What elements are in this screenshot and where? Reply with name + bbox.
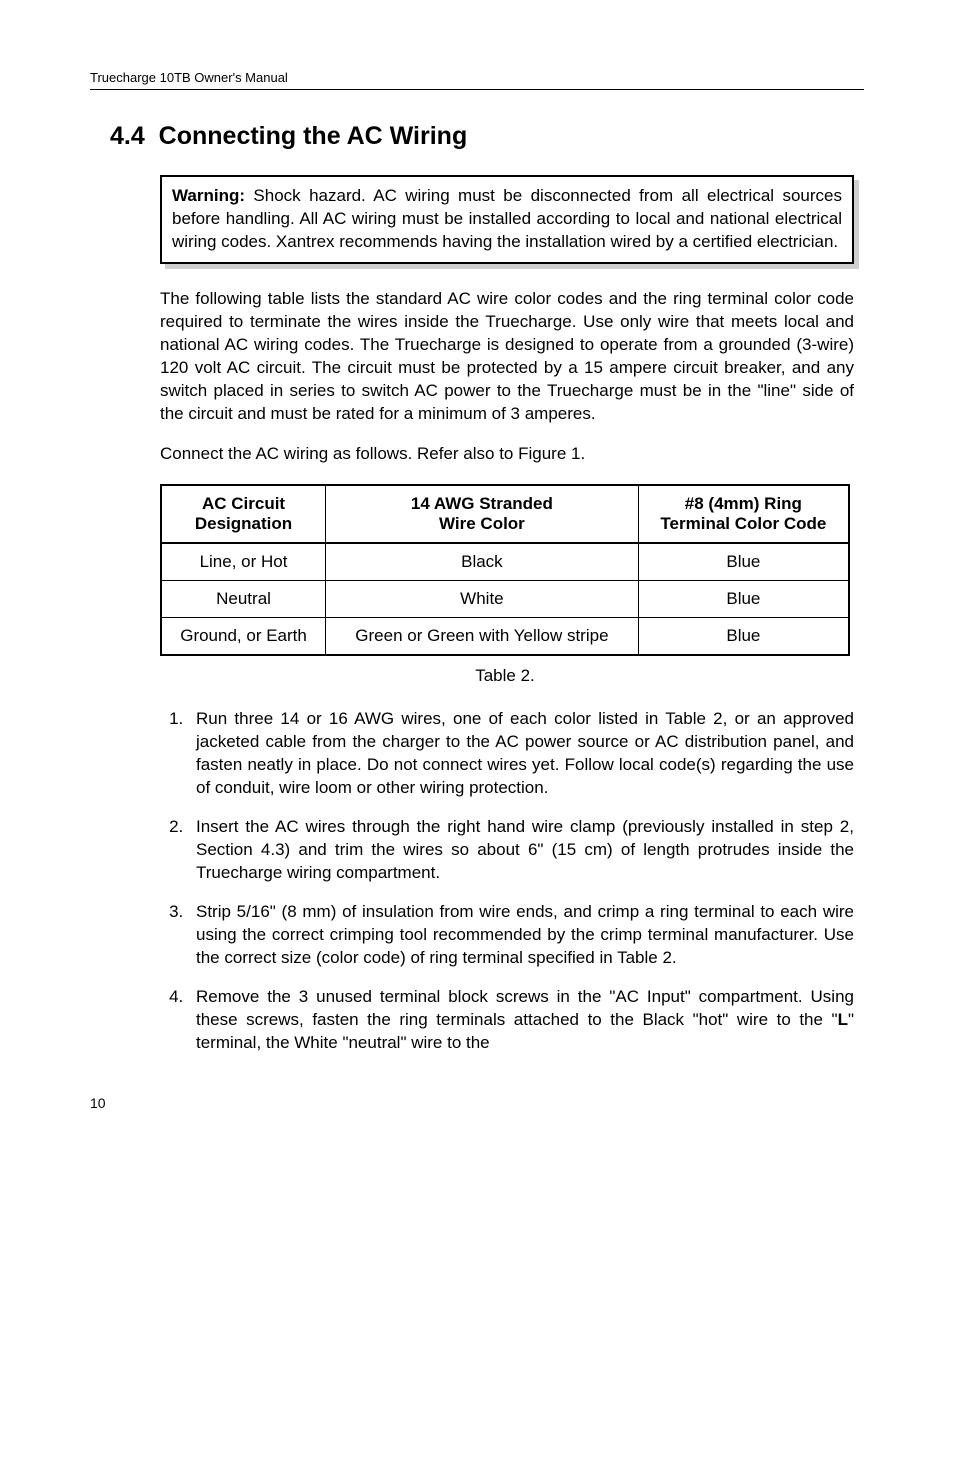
table-cell: Neutral xyxy=(161,581,326,618)
th-text: Wire Color xyxy=(439,514,525,533)
table-cell: Blue xyxy=(638,581,849,618)
step4-pre: Remove the 3 unused terminal block screw… xyxy=(196,987,854,1029)
table-cell: Ground, or Earth xyxy=(161,618,326,656)
table-cell: Green or Green with Yellow stripe xyxy=(326,618,639,656)
section-number: 4.4 xyxy=(110,122,145,150)
page-number: 10 xyxy=(90,1095,864,1111)
table-cell: Blue xyxy=(638,543,849,581)
list-item: Remove the 3 unused terminal block screw… xyxy=(188,986,854,1055)
step4-bold: L xyxy=(838,1010,848,1029)
list-item: Strip 5/16" (8 mm) of insulation from wi… xyxy=(188,901,854,970)
connect-paragraph: Connect the AC wiring as follows. Refer … xyxy=(160,443,854,466)
warning-text: Shock hazard. AC wiring must be disconne… xyxy=(172,186,842,251)
list-item: Run three 14 or 16 AWG wires, one of eac… xyxy=(188,708,854,800)
th-text: 14 AWG Stranded xyxy=(411,494,553,513)
table-cell: Line, or Hot xyxy=(161,543,326,581)
th-text: AC Circuit xyxy=(202,494,285,513)
warning-box: Warning: Shock hazard. AC wiring must be… xyxy=(160,175,854,264)
table-cell: Blue xyxy=(638,618,849,656)
table-caption: Table 2. xyxy=(160,666,850,686)
table-row: Ground, or Earth Green or Green with Yel… xyxy=(161,618,849,656)
warning-label: Warning: xyxy=(172,186,245,205)
table-header-row: AC Circuit Designation 14 AWG Stranded W… xyxy=(161,485,849,543)
table-header-col3: #8 (4mm) Ring Terminal Color Code xyxy=(638,485,849,543)
table-header-col1: AC Circuit Designation xyxy=(161,485,326,543)
table-cell: Black xyxy=(326,543,639,581)
table-header-col2: 14 AWG Stranded Wire Color xyxy=(326,485,639,543)
intro-paragraph: The following table lists the standard A… xyxy=(160,288,854,426)
table-cell: White xyxy=(326,581,639,618)
section-heading: 4.4 Connecting the AC Wiring xyxy=(110,122,864,151)
wire-color-table: AC Circuit Designation 14 AWG Stranded W… xyxy=(160,484,850,656)
table-row: Neutral White Blue xyxy=(161,581,849,618)
th-text: Designation xyxy=(195,514,292,533)
th-text: Terminal Color Code xyxy=(660,514,826,533)
table-row: Line, or Hot Black Blue xyxy=(161,543,849,581)
th-text: #8 (4mm) Ring xyxy=(685,494,802,513)
running-header: Truecharge 10TB Owner's Manual xyxy=(90,70,864,90)
section-title-text: Connecting the AC Wiring xyxy=(159,122,468,150)
list-item: Insert the AC wires through the right ha… xyxy=(188,816,854,885)
steps-list: Run three 14 or 16 AWG wires, one of eac… xyxy=(160,708,854,1054)
